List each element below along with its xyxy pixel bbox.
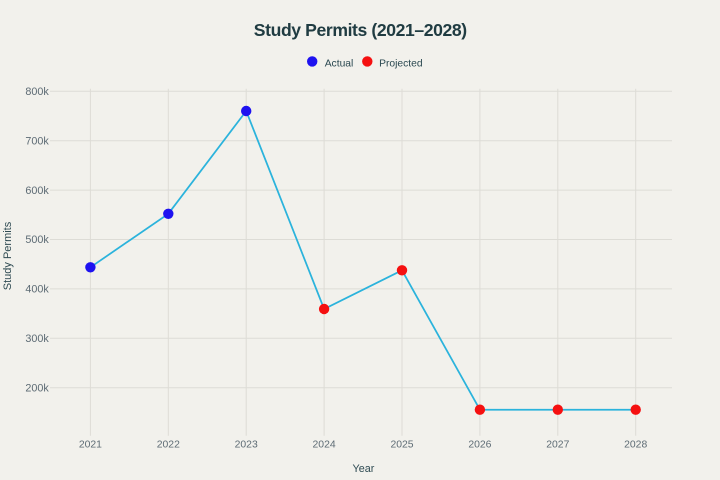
svg-text:Projected: Projected [379,59,423,70]
svg-text:800k: 800k [25,86,49,98]
svg-text:200k: 200k [25,382,49,394]
svg-text:2027: 2027 [546,440,569,451]
svg-text:600k: 600k [25,185,49,197]
svg-text:2022: 2022 [157,440,180,451]
svg-text:2024: 2024 [313,440,336,451]
svg-text:2025: 2025 [390,440,413,451]
svg-text:Year: Year [352,463,374,475]
svg-text:2023: 2023 [235,440,258,451]
svg-text:2028: 2028 [624,440,647,451]
svg-text:500k: 500k [25,234,49,246]
svg-text:Study Permits: Study Permits [2,221,14,290]
svg-text:Actual: Actual [325,59,354,70]
svg-text:Study Permits (2021–2028): Study Permits (2021–2028) [254,20,467,40]
svg-text:2021: 2021 [79,440,102,451]
svg-text:2026: 2026 [468,440,491,451]
svg-text:300k: 300k [25,333,49,345]
svg-text:700k: 700k [25,135,49,147]
svg-text:400k: 400k [25,284,49,296]
